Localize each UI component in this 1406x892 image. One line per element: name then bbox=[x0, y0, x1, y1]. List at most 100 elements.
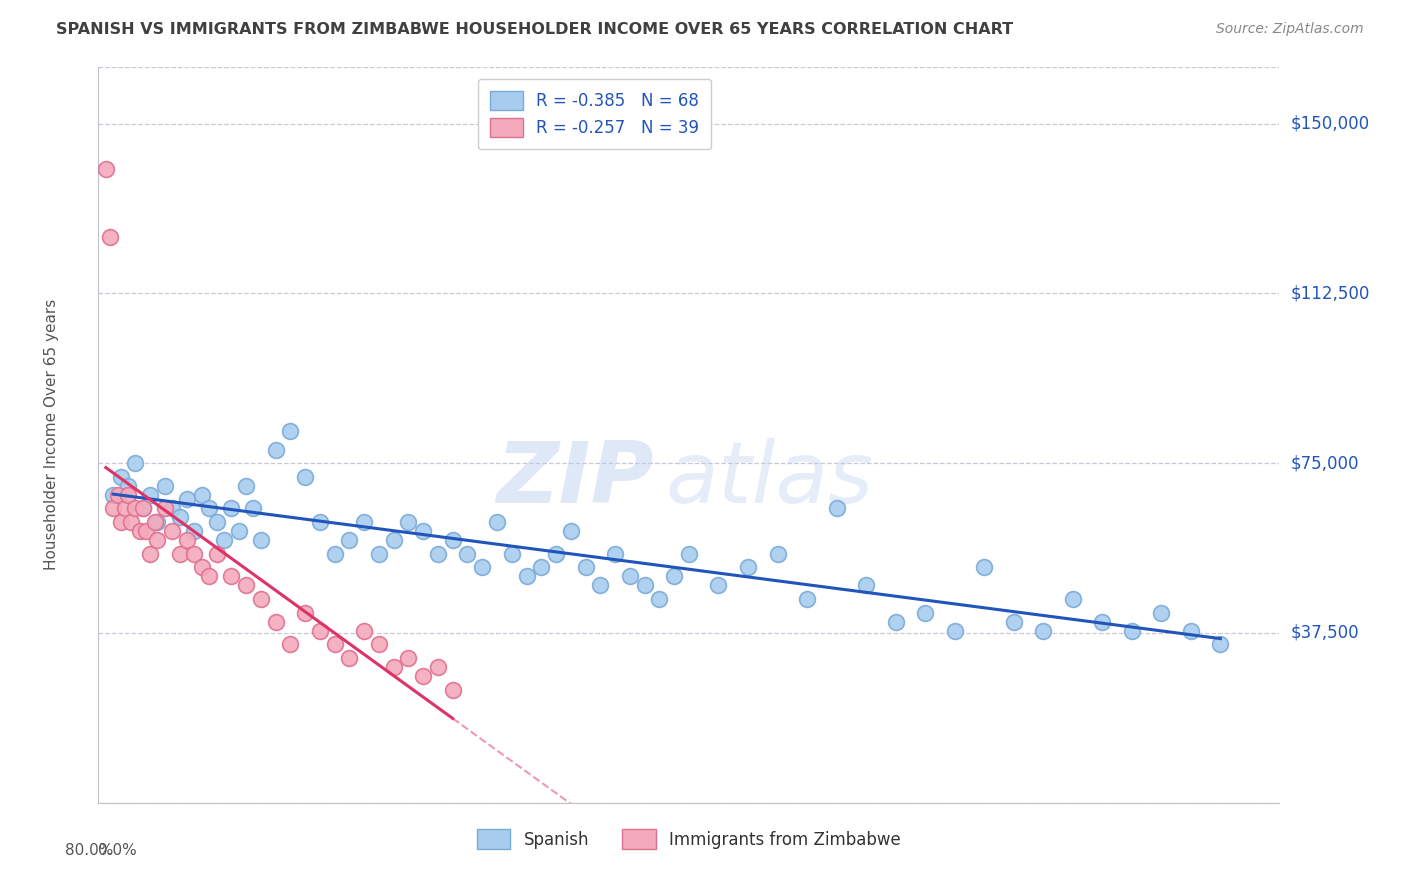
Point bbox=[1180, 624, 1202, 638]
Point bbox=[132, 501, 155, 516]
Point bbox=[162, 501, 183, 516]
Point bbox=[648, 592, 671, 607]
Point bbox=[128, 524, 150, 538]
Point bbox=[368, 547, 391, 561]
Point bbox=[441, 682, 464, 697]
Point bbox=[1091, 615, 1114, 629]
Point bbox=[103, 501, 125, 516]
Point bbox=[486, 515, 509, 529]
Text: atlas: atlas bbox=[665, 437, 873, 521]
Point bbox=[117, 479, 139, 493]
Point bbox=[634, 578, 657, 592]
Text: 80.0%: 80.0% bbox=[65, 843, 114, 858]
Point bbox=[471, 560, 494, 574]
Point bbox=[353, 515, 375, 529]
Point bbox=[205, 547, 228, 561]
Text: $150,000: $150,000 bbox=[1291, 114, 1369, 133]
Point bbox=[162, 524, 183, 538]
Point bbox=[427, 547, 450, 561]
Point bbox=[914, 606, 936, 620]
Point bbox=[530, 560, 553, 574]
Point bbox=[412, 524, 434, 538]
Point bbox=[153, 501, 176, 516]
Point bbox=[124, 501, 146, 516]
Point bbox=[110, 469, 132, 483]
Point bbox=[120, 515, 142, 529]
Point bbox=[323, 637, 346, 651]
Point bbox=[146, 515, 169, 529]
Point bbox=[242, 501, 264, 516]
Point bbox=[309, 515, 332, 529]
Point bbox=[1002, 615, 1025, 629]
Point bbox=[560, 524, 582, 538]
Point bbox=[678, 547, 700, 561]
Point bbox=[619, 569, 641, 583]
Point bbox=[235, 578, 257, 592]
Point bbox=[169, 547, 191, 561]
Text: 0.0%: 0.0% bbox=[98, 843, 138, 858]
Point bbox=[339, 651, 361, 665]
Point bbox=[737, 560, 759, 574]
Legend: Spanish, Immigrants from Zimbabwe: Spanish, Immigrants from Zimbabwe bbox=[468, 822, 910, 857]
Point bbox=[280, 425, 302, 439]
Point bbox=[103, 488, 125, 502]
Point bbox=[198, 501, 221, 516]
Point bbox=[796, 592, 818, 607]
Point bbox=[589, 578, 612, 592]
Point bbox=[280, 637, 302, 651]
Point bbox=[294, 606, 316, 620]
Point bbox=[427, 660, 450, 674]
Point bbox=[139, 488, 162, 502]
Point bbox=[110, 515, 132, 529]
Point bbox=[191, 488, 214, 502]
Point bbox=[146, 533, 169, 548]
Point bbox=[250, 592, 273, 607]
Text: SPANISH VS IMMIGRANTS FROM ZIMBABWE HOUSEHOLDER INCOME OVER 65 YEARS CORRELATION: SPANISH VS IMMIGRANTS FROM ZIMBABWE HOUS… bbox=[56, 22, 1014, 37]
Point bbox=[398, 651, 420, 665]
Point bbox=[943, 624, 966, 638]
Point bbox=[124, 456, 146, 470]
Point bbox=[205, 515, 228, 529]
Point bbox=[183, 524, 205, 538]
Point bbox=[441, 533, 464, 548]
Point bbox=[664, 569, 686, 583]
Point bbox=[398, 515, 420, 529]
Point bbox=[1032, 624, 1054, 638]
Point bbox=[1150, 606, 1173, 620]
Point bbox=[1062, 592, 1084, 607]
Point bbox=[382, 660, 405, 674]
Point bbox=[132, 501, 155, 516]
Point bbox=[153, 479, 176, 493]
Point bbox=[501, 547, 523, 561]
Text: $112,500: $112,500 bbox=[1291, 285, 1369, 302]
Point bbox=[457, 547, 479, 561]
Point bbox=[143, 515, 166, 529]
Point bbox=[382, 533, 405, 548]
Point bbox=[235, 479, 257, 493]
Point bbox=[198, 569, 221, 583]
Point bbox=[605, 547, 627, 561]
Point bbox=[323, 547, 346, 561]
Point bbox=[546, 547, 568, 561]
Point bbox=[766, 547, 789, 561]
Point bbox=[114, 501, 136, 516]
Point bbox=[339, 533, 361, 548]
Point bbox=[575, 560, 598, 574]
Point bbox=[855, 578, 877, 592]
Point bbox=[176, 492, 198, 507]
Point bbox=[884, 615, 907, 629]
Point bbox=[176, 533, 198, 548]
Point bbox=[412, 669, 434, 683]
Point bbox=[212, 533, 235, 548]
Point bbox=[368, 637, 391, 651]
Text: Householder Income Over 65 years: Householder Income Over 65 years bbox=[44, 299, 59, 571]
Point bbox=[1209, 637, 1232, 651]
Text: Source: ZipAtlas.com: Source: ZipAtlas.com bbox=[1216, 22, 1364, 37]
Point bbox=[135, 524, 157, 538]
Text: ZIP: ZIP bbox=[496, 437, 654, 521]
Text: $37,500: $37,500 bbox=[1291, 624, 1360, 642]
Point bbox=[98, 229, 121, 244]
Point bbox=[516, 569, 538, 583]
Point bbox=[973, 560, 995, 574]
Point bbox=[94, 161, 117, 176]
